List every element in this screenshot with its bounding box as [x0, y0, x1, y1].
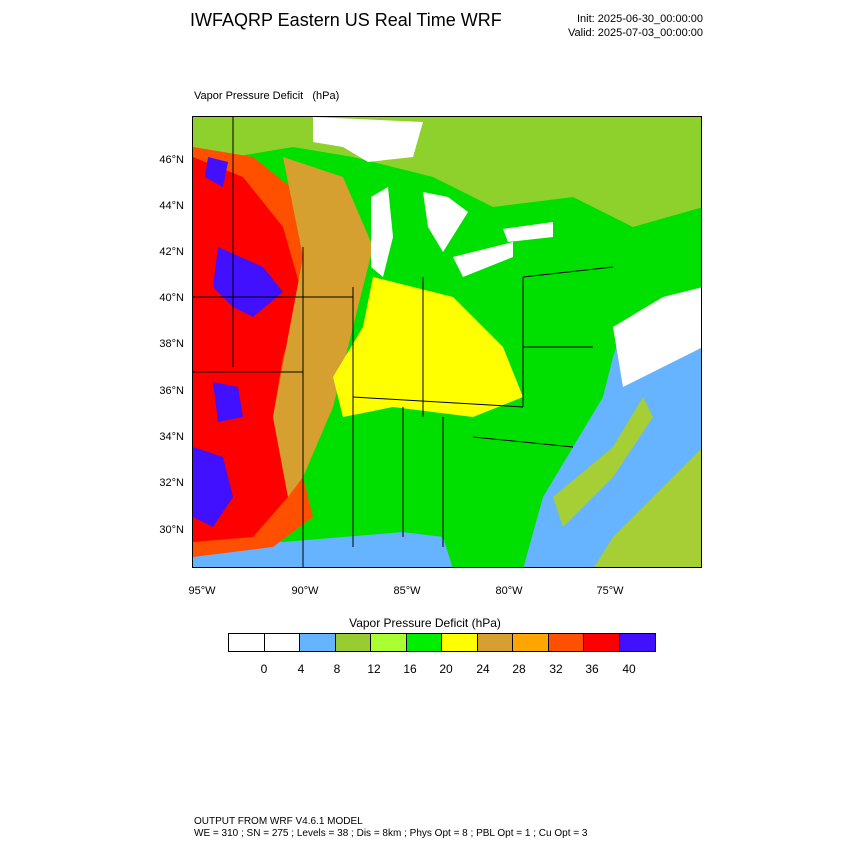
colorbar-box-4 [371, 634, 407, 651]
colorbar-box-3 [335, 634, 371, 651]
colorbar-tick-4: 4 [297, 662, 305, 676]
lat-tick-42: 42°N [159, 246, 184, 258]
state-borders [193, 117, 614, 567]
vpd-map [193, 117, 701, 567]
colorbar-box-1 [264, 634, 300, 651]
model-info-line2: WE = 310 ; SN = 275 ; Levels = 38 ; Dis … [194, 828, 588, 839]
lat-tick-30: 30°N [159, 524, 184, 536]
lon-tick-95: 95°W [188, 585, 216, 597]
vpd-max-2 [213, 247, 283, 317]
lat-tick-36: 36°N [159, 385, 184, 397]
colorbar-tick-12: 12 [367, 662, 381, 676]
colorbar-tick-20: 20 [439, 662, 453, 676]
lake-ontario [503, 222, 553, 242]
tan-band [273, 157, 373, 497]
colorbar-box-8 [513, 634, 549, 651]
lake-erie [453, 242, 513, 277]
model-info-line1: OUTPUT FROM WRF V4.6.1 MODEL [194, 816, 363, 827]
colorbar-box-11 [619, 634, 655, 651]
colorbar-tick-28: 28 [512, 662, 526, 676]
colorbar-box-2 [300, 634, 336, 651]
field-label: Vapor Pressure Deficit (hPa) [194, 90, 340, 102]
init-time: Init: 2025-06-30_00:00:00 [577, 13, 703, 25]
lon-tick-85: 85°W [393, 585, 421, 597]
colorbar-tick-24: 24 [476, 662, 490, 676]
colorbar-box-7 [477, 634, 513, 651]
lat-tick-32: 32°N [159, 477, 184, 489]
canada-region [193, 117, 701, 227]
colorbar-box-9 [548, 634, 584, 651]
colorbar-tick-36: 36 [585, 662, 599, 676]
colorbar-box-6 [442, 634, 478, 651]
colorbar-tick-8: 8 [333, 662, 341, 676]
lat-tick-40: 40°N [159, 292, 184, 304]
low-vpd-ocean [613, 287, 701, 387]
lake-michigan [371, 187, 393, 277]
offshore-patch-1 [553, 397, 653, 527]
lat-tick-44: 44°N [159, 200, 184, 212]
colorbar-tick-16: 16 [403, 662, 417, 676]
lon-tick-90: 90°W [291, 585, 319, 597]
colorbar-box-0 [229, 634, 265, 651]
lake-superior [313, 117, 423, 162]
figure-title: IWFAQRP Eastern US Real Time WRF [190, 10, 502, 30]
colorbar-title: Vapor Pressure Deficit (hPa) [349, 616, 501, 630]
colorbar-tick-0: 0 [260, 662, 268, 676]
valid-time: Valid: 2025-07-03_00:00:00 [568, 27, 703, 39]
colorbar-box-10 [584, 634, 620, 651]
lat-tick-34: 34°N [159, 431, 184, 443]
lat-tick-38: 38°N [159, 338, 184, 350]
colorbar-tick-32: 32 [549, 662, 563, 676]
lon-tick-80: 80°W [495, 585, 523, 597]
lat-tick-46: 46°N [159, 154, 184, 166]
lake-huron [423, 192, 468, 252]
colorbar [228, 633, 656, 652]
offshore-patch-2 [594, 449, 701, 567]
vpd-max-3 [213, 382, 243, 422]
map-panel [192, 116, 702, 568]
yellow-band [333, 277, 523, 417]
lon-tick-75: 75°W [596, 585, 624, 597]
colorbar-tick-40: 40 [622, 662, 636, 676]
colorbar-box-5 [406, 634, 442, 651]
vpd-max-4 [193, 447, 233, 527]
vpd-max-1 [205, 157, 228, 187]
